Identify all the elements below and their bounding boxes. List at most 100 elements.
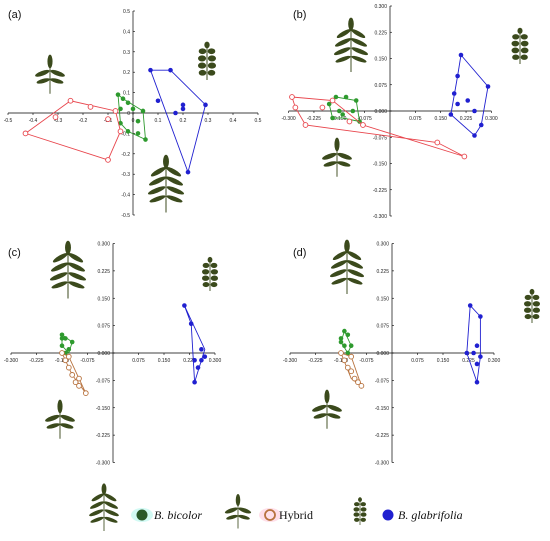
legend-glabrifolia-text: B. glabrifolia [398,508,463,522]
y-tick-label: 0.300 [97,242,110,248]
glabrifolia-point [155,98,161,104]
glabrifolia-point [472,108,477,114]
hybrid-point [461,153,468,160]
glabrifolia-point [202,354,208,359]
glabrifolia-leaf-illustration-b [511,27,529,65]
x-tick-label: 0.075 [409,116,422,122]
x-tick-label: 0.3 [205,118,212,124]
glabrifolia-point [199,347,204,352]
x-tick-label: 0.4 [230,118,237,124]
bicolor-point [345,350,351,356]
y-tick-label: -0.4 [121,193,130,199]
x-tick-label: -0.4 [29,118,38,124]
x-tick-label: -0.075 [80,358,94,364]
y-tick-label: 0.150 [374,57,387,63]
x-tick-label: 0.150 [437,358,450,364]
glabrifolia-point [474,343,480,349]
x-tick-label: -0.225 [29,358,43,364]
glabrifolia-point [474,379,480,385]
hybrid-point [329,97,336,104]
x-tick-label: -0.075 [358,116,372,122]
x-tick-label: 0.075 [411,358,424,364]
glabrifolia-point [458,52,464,58]
y-tick-label: -0.1 [121,131,130,137]
bicolor-point [353,98,359,103]
glabrifolia-leaf-illustration-c [201,256,219,292]
bicolor-leaf-illustration-d [328,239,366,295]
y-tick-label: 0.075 [97,324,110,330]
hybrid-point [289,94,295,100]
hybrid-leaf-illustration-d [310,389,344,430]
hybrid-point [82,390,89,397]
glabrifolia-point [195,365,201,370]
bicolor-point [343,94,349,100]
legend-bicolor-leaf-icon [88,482,120,532]
bicolor-point [120,96,126,102]
hybrid-point [348,368,355,375]
hybrid-point [360,122,366,128]
hybrid-point [355,379,361,386]
bicolor-point [66,347,72,352]
glabrifolia-point [455,101,460,107]
hybrid-hull-b [291,96,465,157]
hybrid-point [358,383,365,389]
hybrid-point [76,383,82,389]
bicolor-leaf-illustration-a [146,154,186,214]
y-tick-label: 0.225 [374,30,387,36]
bicolor-point [125,100,131,106]
y-tick-label: 0.225 [376,269,389,275]
hybrid-point [65,364,72,371]
bicolor-point [59,332,65,338]
panel-d: -0.300 -0.225 -0.150 -0.075 0.075 0.150 0.225 0… [283,242,501,467]
y-tick-label: 0.150 [97,296,110,302]
hybrid-point [338,350,344,356]
y-tick-label: -0.150 [96,406,110,412]
glabrifolia-point [199,358,204,363]
glabrifolia-point [471,350,476,356]
x-tick-label: 0.2 [180,118,187,124]
hybrid-leaf-illustration-c [43,399,77,440]
hybrid-point [72,379,79,386]
y-tick-label: 0.300 [374,4,387,10]
y-tick-label: 0.000 [374,109,387,115]
glabrifolia-point [455,73,460,79]
y-tick-label: -0.075 [96,378,110,384]
bicolor-leaf-illustration-c [48,240,88,300]
x-tick-label: 0.225 [462,358,475,364]
legend-hybrid-text: Hybrid [279,508,313,522]
glabrifolia-point [464,350,470,356]
bicolor-point [143,137,148,142]
x-tick-label: -0.300 [283,358,297,364]
x-tick-label: -0.225 [308,358,322,364]
y-tick-label: 0.150 [376,296,389,302]
glabrifolia-point [185,169,191,175]
y-tick-label: 0.5 [123,9,130,15]
y-tick-label: -0.150 [375,406,389,412]
legend-glabrifolia-leaf-icon [353,496,367,526]
y-tick-label: 0.075 [376,324,389,330]
glabrifolia-point [465,98,471,103]
bicolor-point [337,108,342,114]
hybrid-point [69,372,76,378]
x-tick-label: 0.5 [255,118,262,124]
panel-c: -0.300 -0.225 -0.150 -0.075 0.075 0.150 0.225 0… [4,242,222,467]
hybrid-point [292,104,299,111]
glabrifolia-point [474,361,480,367]
glabrifolia-point [467,303,473,308]
hybrid-leaf-illustration-b [320,137,354,178]
glabrifolia-point [173,110,178,116]
bicolor-point [59,343,65,349]
hybrid-point [346,118,353,125]
bicolor-point [326,101,332,107]
y-tick-label: -0.2 [121,152,130,158]
x-tick-label: -0.225 [307,116,321,122]
y-tick-label: -0.3 [121,172,130,178]
x-tick-label: 0.1 [155,118,162,124]
x-tick-label: 0.150 [434,116,447,122]
y-tick-label: -0.225 [375,433,389,439]
glabrifolia-point [203,102,208,108]
y-tick-label: -0.075 [373,135,387,141]
hybrid-point [341,357,348,364]
y-tick-label: -0.075 [375,378,389,384]
y-tick-label: -0.225 [373,188,387,194]
